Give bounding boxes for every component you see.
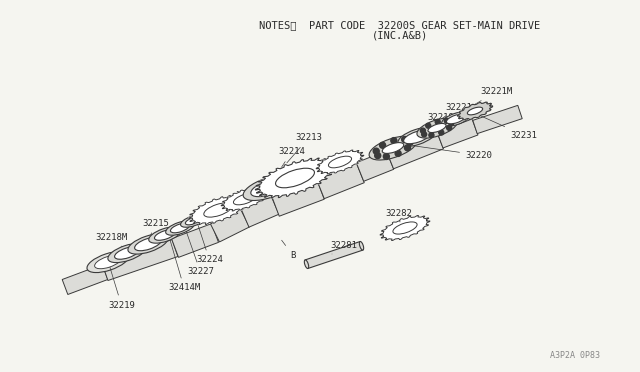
Ellipse shape	[404, 130, 430, 144]
Ellipse shape	[251, 179, 285, 197]
Ellipse shape	[87, 251, 129, 273]
Circle shape	[374, 153, 381, 158]
Text: (INC.A&B): (INC.A&B)	[372, 30, 428, 40]
Ellipse shape	[417, 118, 457, 138]
Text: 32281: 32281	[330, 241, 357, 254]
Polygon shape	[316, 150, 364, 174]
Ellipse shape	[128, 234, 168, 254]
Ellipse shape	[134, 237, 161, 251]
Polygon shape	[316, 161, 364, 199]
Circle shape	[426, 123, 431, 128]
Circle shape	[447, 125, 452, 130]
Polygon shape	[356, 151, 394, 181]
Circle shape	[402, 137, 408, 142]
Ellipse shape	[243, 176, 293, 201]
Polygon shape	[211, 209, 250, 242]
Polygon shape	[380, 215, 430, 240]
Text: 32219M: 32219M	[415, 113, 460, 133]
Circle shape	[395, 150, 401, 156]
Text: 32412: 32412	[216, 190, 262, 207]
Ellipse shape	[276, 168, 314, 188]
Text: 32224: 32224	[196, 222, 223, 264]
Circle shape	[422, 132, 427, 137]
Circle shape	[429, 132, 434, 138]
Polygon shape	[458, 102, 493, 120]
Polygon shape	[473, 105, 522, 134]
Ellipse shape	[428, 124, 446, 132]
Ellipse shape	[328, 156, 351, 168]
Text: 32231: 32231	[474, 113, 537, 140]
Polygon shape	[102, 240, 178, 280]
Polygon shape	[62, 264, 108, 295]
Text: 32213: 32213	[287, 134, 322, 163]
Ellipse shape	[442, 112, 470, 126]
Text: 32215: 32215	[142, 218, 169, 240]
Text: 32227: 32227	[185, 228, 214, 276]
Ellipse shape	[154, 230, 175, 240]
Text: A3P2A 0P83: A3P2A 0P83	[550, 351, 600, 360]
Circle shape	[444, 118, 449, 124]
Polygon shape	[271, 177, 324, 216]
Ellipse shape	[447, 114, 465, 124]
Circle shape	[373, 148, 380, 154]
Circle shape	[383, 154, 389, 160]
Text: 32221M: 32221M	[456, 87, 512, 116]
Text: B: B	[282, 240, 296, 260]
Circle shape	[407, 139, 413, 145]
Polygon shape	[387, 131, 444, 169]
Ellipse shape	[467, 107, 483, 115]
Circle shape	[380, 142, 385, 148]
Text: NOTES）  PART CODE  32200S GEAR SET-MAIN DRIVE: NOTES） PART CODE 32200S GEAR SET-MAIN DR…	[259, 20, 541, 30]
Circle shape	[404, 145, 410, 151]
Ellipse shape	[148, 227, 181, 243]
Polygon shape	[305, 241, 363, 269]
Ellipse shape	[398, 127, 436, 147]
Ellipse shape	[108, 243, 146, 263]
Polygon shape	[241, 196, 279, 227]
Ellipse shape	[382, 142, 404, 153]
Ellipse shape	[359, 241, 364, 250]
Ellipse shape	[305, 260, 308, 269]
Ellipse shape	[186, 217, 201, 225]
Circle shape	[420, 128, 426, 133]
Polygon shape	[255, 158, 335, 198]
Polygon shape	[189, 195, 247, 225]
Ellipse shape	[393, 222, 417, 234]
Ellipse shape	[166, 221, 195, 235]
Ellipse shape	[369, 136, 417, 160]
Text: 32220: 32220	[397, 143, 492, 160]
Text: 32219: 32219	[108, 264, 135, 310]
Text: 32221: 32221	[432, 103, 472, 125]
Ellipse shape	[180, 215, 205, 227]
Text: 32218M: 32218M	[95, 232, 127, 249]
Circle shape	[391, 138, 397, 144]
Circle shape	[435, 119, 440, 124]
Ellipse shape	[234, 193, 257, 205]
Circle shape	[449, 121, 454, 126]
Ellipse shape	[95, 255, 122, 269]
Polygon shape	[172, 224, 218, 257]
Text: 32414M: 32414M	[168, 236, 200, 292]
Ellipse shape	[204, 203, 232, 217]
Ellipse shape	[170, 223, 189, 233]
Text: 32214: 32214	[271, 148, 305, 183]
Polygon shape	[437, 119, 478, 148]
Ellipse shape	[115, 247, 140, 259]
Circle shape	[439, 130, 444, 135]
Polygon shape	[221, 187, 269, 211]
Text: 32282: 32282	[385, 208, 412, 222]
